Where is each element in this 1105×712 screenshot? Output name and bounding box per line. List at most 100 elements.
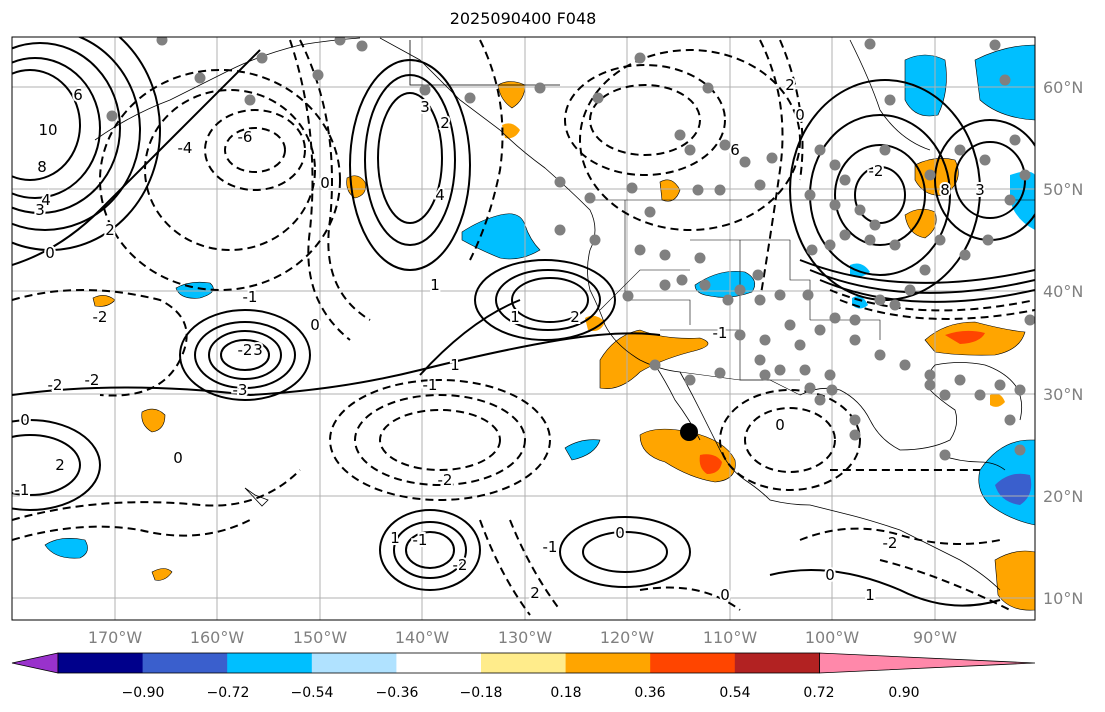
station-dot xyxy=(734,284,746,296)
contour-label: 0 xyxy=(615,524,625,542)
station-dot xyxy=(799,364,811,376)
contour-label: 1 xyxy=(510,308,520,326)
contour-label: 2 xyxy=(105,221,115,239)
contour-label: -3 xyxy=(233,381,248,399)
station-dot xyxy=(554,176,566,188)
contour-label: 1 xyxy=(390,529,400,547)
station-dot xyxy=(419,84,431,96)
station-dot xyxy=(904,284,916,296)
station-dot xyxy=(854,204,866,216)
station-dot xyxy=(784,319,796,331)
station-dot xyxy=(839,229,851,241)
shade-red-baja xyxy=(699,454,722,474)
station-dot xyxy=(874,349,886,361)
contour-label: -2 xyxy=(85,371,100,389)
contour-label: 0 xyxy=(795,106,805,124)
station-dot xyxy=(814,144,826,156)
station-dot xyxy=(889,239,901,251)
lat-label-50n: 50°N xyxy=(1043,180,1083,199)
station-dot xyxy=(334,37,346,46)
shade-orange-carib-s xyxy=(994,550,1035,611)
shade-blue-pac6 xyxy=(564,439,601,461)
contour-label: 3 xyxy=(975,181,985,199)
station-dot xyxy=(899,359,911,371)
station-dot xyxy=(699,279,711,291)
station-dot xyxy=(694,252,706,264)
contour-label: 2 xyxy=(55,456,65,474)
colorbar-tick-4: −0.36 xyxy=(376,685,419,701)
contour-label: 0 xyxy=(173,449,183,467)
shade-blue-pac5 xyxy=(44,538,88,559)
station-dot xyxy=(814,394,826,406)
station-dot xyxy=(692,184,704,196)
station-dot xyxy=(714,184,726,196)
station-dot xyxy=(702,82,714,94)
lat-label-60n: 60°N xyxy=(1043,78,1083,97)
contour-label: -2 xyxy=(438,471,453,489)
shade-darkblue-caribbean xyxy=(995,473,1032,505)
station-dot xyxy=(804,189,816,201)
lat-label-30n: 30°N xyxy=(1043,385,1083,404)
station-dot xyxy=(754,354,766,366)
station-dot xyxy=(156,37,168,46)
colorbar-bin xyxy=(396,653,482,673)
contour-label: 0 xyxy=(775,416,785,434)
shade-red-gulf xyxy=(945,330,985,344)
station-dot xyxy=(589,234,601,246)
station-dot xyxy=(1014,444,1026,456)
station-dot xyxy=(874,294,886,306)
station-dot xyxy=(1009,134,1021,146)
station-dot xyxy=(194,72,206,84)
station-dot xyxy=(644,206,656,218)
contour-label: 2 xyxy=(570,308,580,326)
lon-label-140w: 140°W xyxy=(395,628,450,647)
station-dot xyxy=(684,144,696,156)
station-dot xyxy=(999,74,1011,86)
station-dot xyxy=(659,249,671,261)
colorbar-frame xyxy=(57,652,820,674)
station-dot xyxy=(464,92,476,104)
contour-label: 0 xyxy=(20,411,30,429)
contour-label: 8 xyxy=(940,181,950,199)
shade-blue-canada1 xyxy=(904,54,947,117)
station-dot xyxy=(1019,169,1031,181)
station-dot xyxy=(634,52,646,64)
station-dot xyxy=(979,154,991,166)
station-dot xyxy=(312,69,324,81)
contour-label: -1 xyxy=(543,538,558,556)
colorbar-bin xyxy=(734,653,820,673)
lon-label-110w: 110°W xyxy=(703,628,758,647)
station-dot xyxy=(924,379,936,391)
grid-lines xyxy=(12,37,1035,620)
contour-label: 1 xyxy=(430,276,440,294)
contour-label: -1 xyxy=(15,481,30,499)
colorbar-bin xyxy=(565,653,651,673)
station-dot xyxy=(1014,384,1026,396)
contour-label: 3 xyxy=(253,341,263,359)
shade-orange-bc xyxy=(497,81,526,109)
contour-label: 0 xyxy=(45,244,55,262)
colorbar-extend-low xyxy=(11,652,59,674)
station-dot xyxy=(256,52,268,64)
contour-label: 2 xyxy=(440,114,450,132)
station-dot xyxy=(752,269,764,281)
contour-label: 1 xyxy=(450,356,460,374)
contour-label: -1 xyxy=(713,324,728,342)
lon-axis: 170°W 160°W 150°W 140°W 130°W 120°W 110°… xyxy=(88,628,957,647)
colorbar-bin xyxy=(650,653,736,673)
station-dot xyxy=(774,364,786,376)
station-dot xyxy=(826,384,838,396)
lon-label-100w: 100°W xyxy=(805,628,860,647)
station-dot xyxy=(759,369,771,381)
lat-label-20n: 20°N xyxy=(1043,487,1083,506)
shade-orange-pac7 xyxy=(659,179,681,202)
contour-label: -2 xyxy=(48,376,63,394)
station-dot xyxy=(356,40,368,52)
contour-label: -1 xyxy=(413,531,428,549)
contour-label: 0 xyxy=(825,566,835,584)
shade-orange-pac3 xyxy=(141,408,166,433)
station-dot xyxy=(829,312,841,324)
colorbar-tick-3: −0.54 xyxy=(291,685,334,701)
station-dot xyxy=(754,179,766,191)
